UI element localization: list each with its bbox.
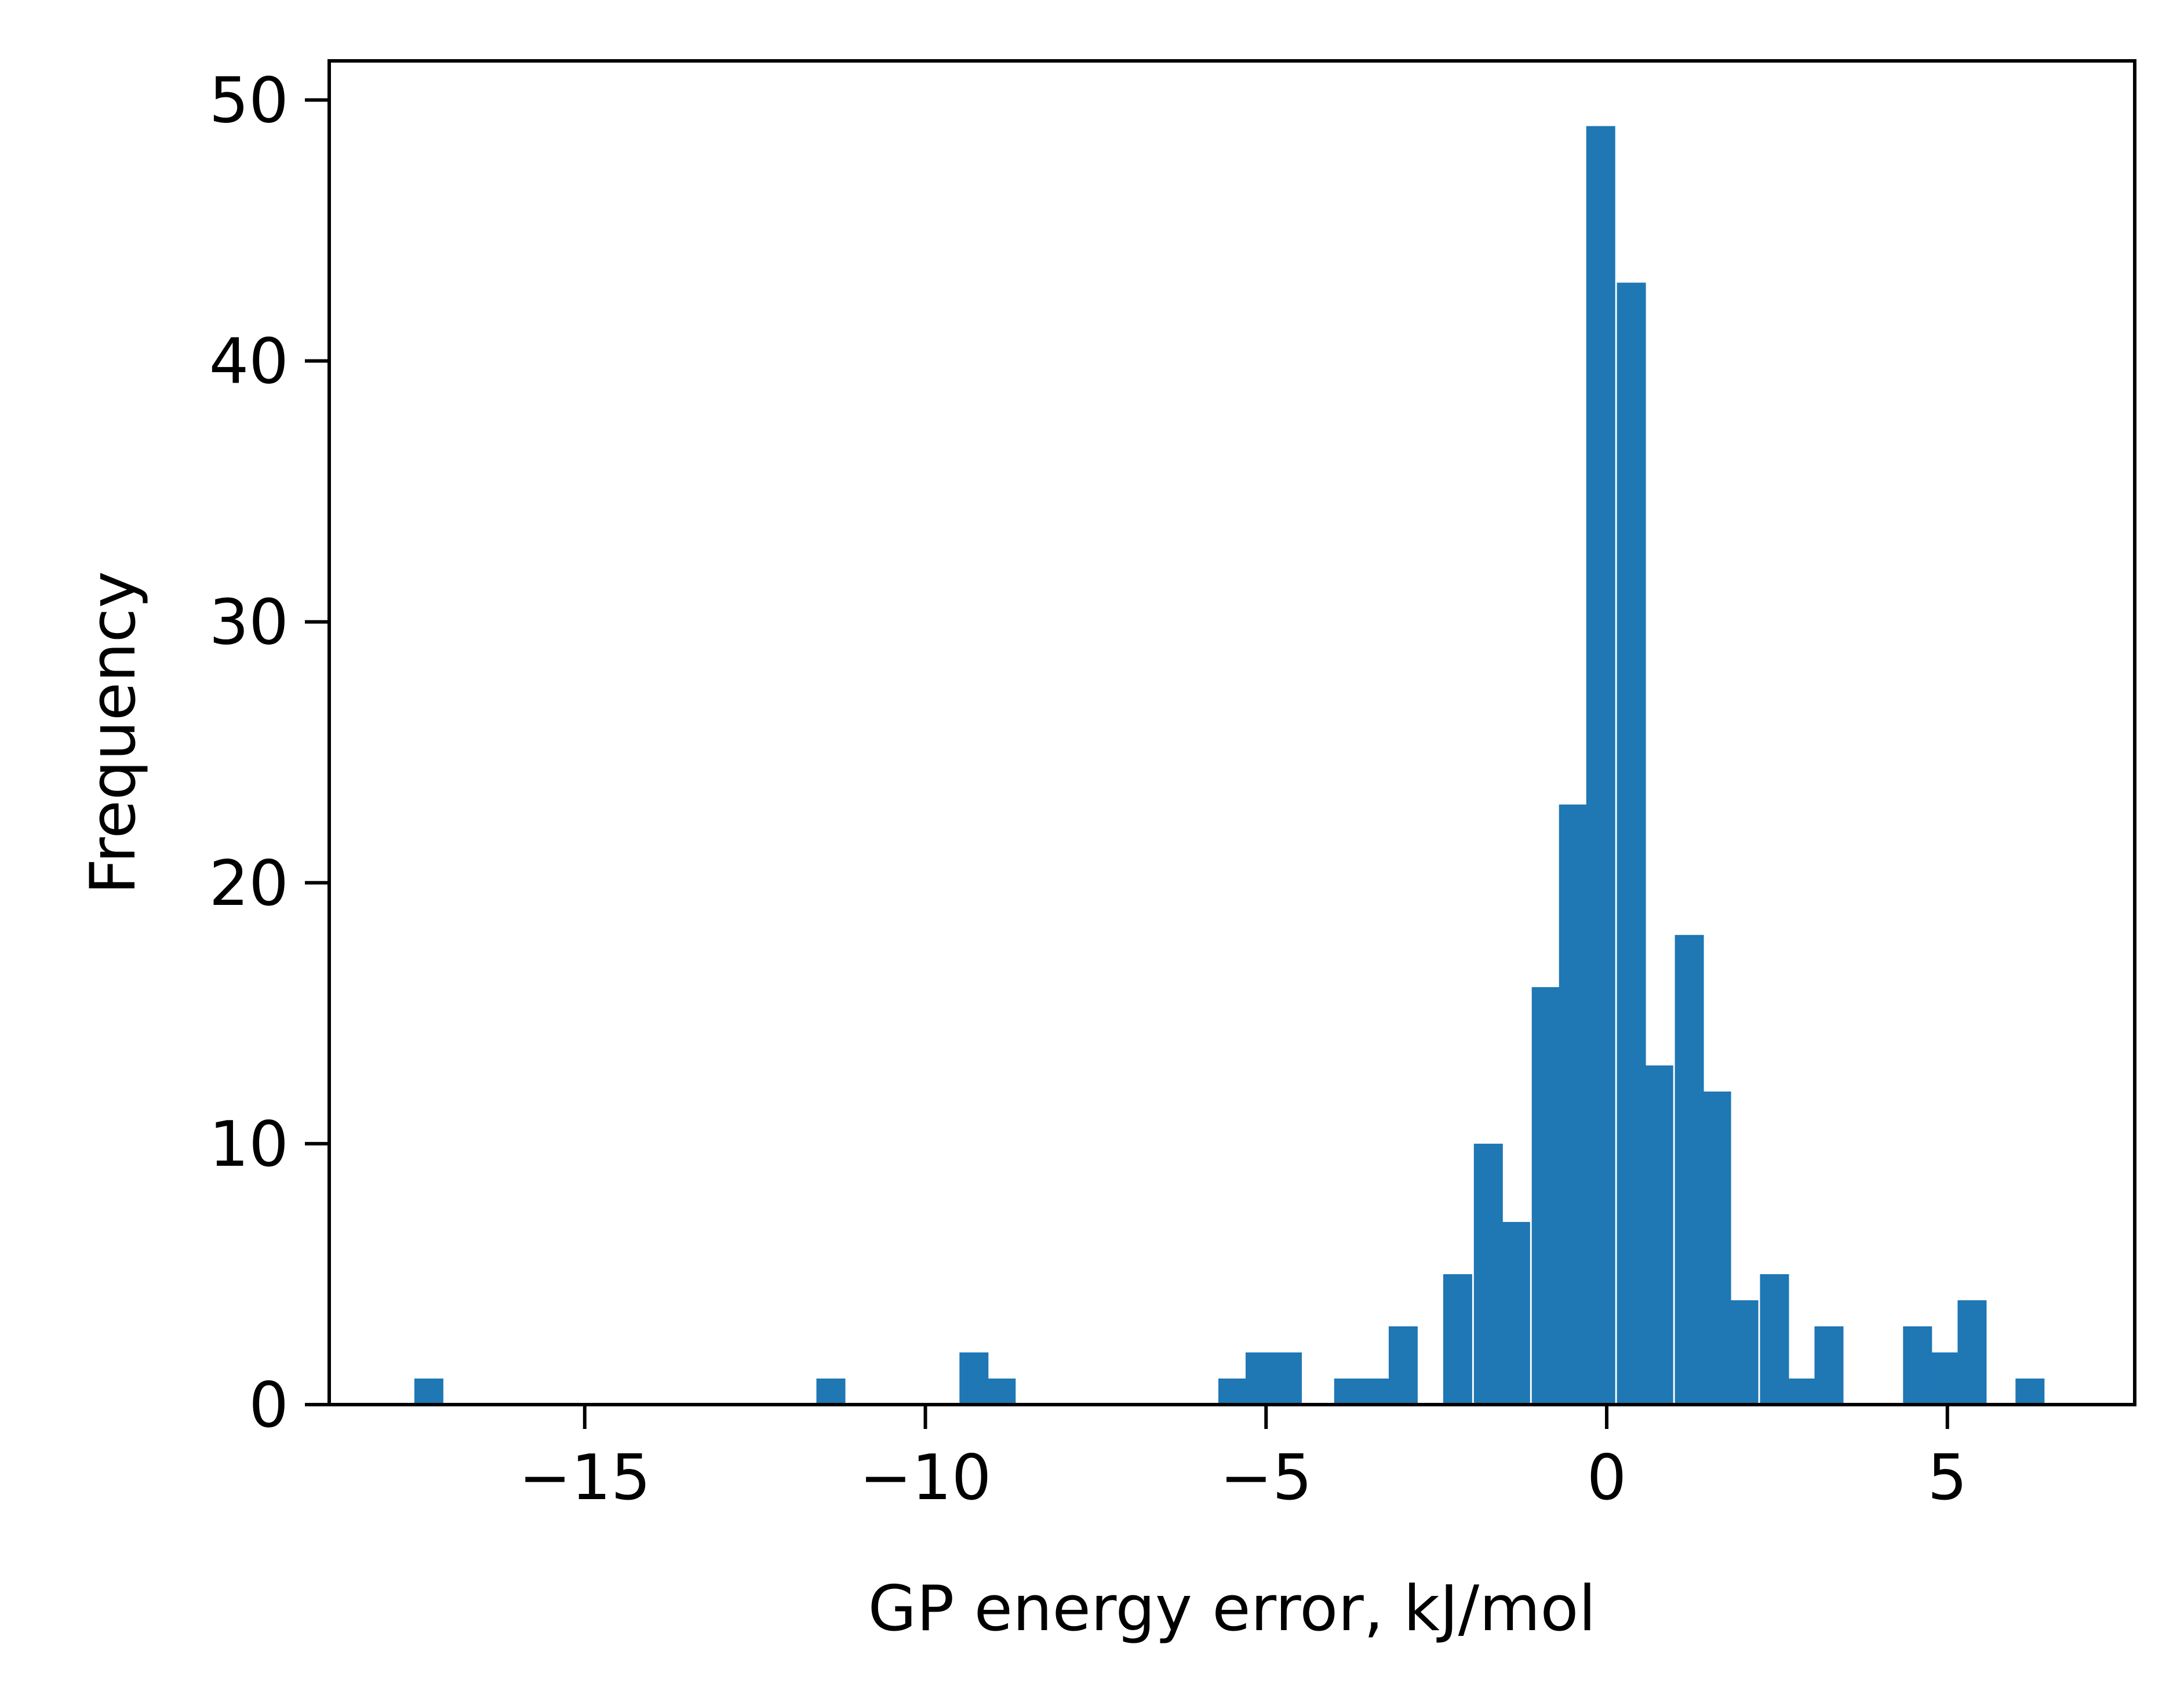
histogram-bar — [1586, 126, 1615, 1405]
histogram-bar — [959, 1352, 988, 1405]
histogram-bar — [1675, 935, 1704, 1405]
histogram-bar — [2015, 1379, 2044, 1405]
histogram-bar — [1334, 1379, 1363, 1405]
histogram-bar — [817, 1379, 846, 1405]
histogram-bar — [1644, 1065, 1673, 1405]
histogram-bar — [1474, 1144, 1503, 1405]
histogram-bar — [1273, 1352, 1302, 1405]
x-tick-label: 5 — [1927, 1442, 1967, 1514]
y-tick-label: 10 — [209, 1108, 289, 1181]
histogram-bar — [1930, 1352, 1959, 1405]
histogram-bar — [1501, 1222, 1530, 1405]
histogram-bar — [1389, 1326, 1418, 1405]
x-axis-label: GP energy error, kJ/mol — [868, 1573, 1596, 1645]
histogram-bar — [1362, 1379, 1391, 1405]
histogram-bar — [1559, 805, 1588, 1405]
x-tick-label: −5 — [1220, 1442, 1312, 1514]
histogram-bar — [1532, 987, 1561, 1405]
histogram-bar — [1903, 1326, 1932, 1405]
y-tick-label: 50 — [209, 65, 289, 137]
histogram-bar — [1788, 1379, 1817, 1405]
histogram-bar — [987, 1379, 1015, 1405]
x-tick-label: −10 — [860, 1442, 992, 1514]
x-tick-label: −15 — [519, 1442, 651, 1514]
histogram-bar — [1760, 1274, 1789, 1405]
histogram-bar — [1246, 1352, 1275, 1405]
y-tick-label: 20 — [209, 848, 289, 920]
histogram-bar — [414, 1379, 443, 1405]
histogram-bar — [1957, 1300, 1986, 1405]
y-axis-label: Frequency — [77, 571, 150, 894]
y-tick-label: 0 — [249, 1369, 289, 1442]
y-tick-label: 40 — [209, 326, 289, 398]
histogram-bar — [1617, 283, 1646, 1405]
histogram-bar — [1702, 1092, 1731, 1405]
x-tick-label: 0 — [1587, 1442, 1627, 1514]
histogram-bar — [1218, 1379, 1247, 1405]
histogram-bar — [1815, 1326, 1844, 1405]
histogram-bar — [1443, 1274, 1472, 1405]
y-tick-label: 30 — [209, 587, 289, 659]
histogram-bar — [1730, 1300, 1759, 1405]
